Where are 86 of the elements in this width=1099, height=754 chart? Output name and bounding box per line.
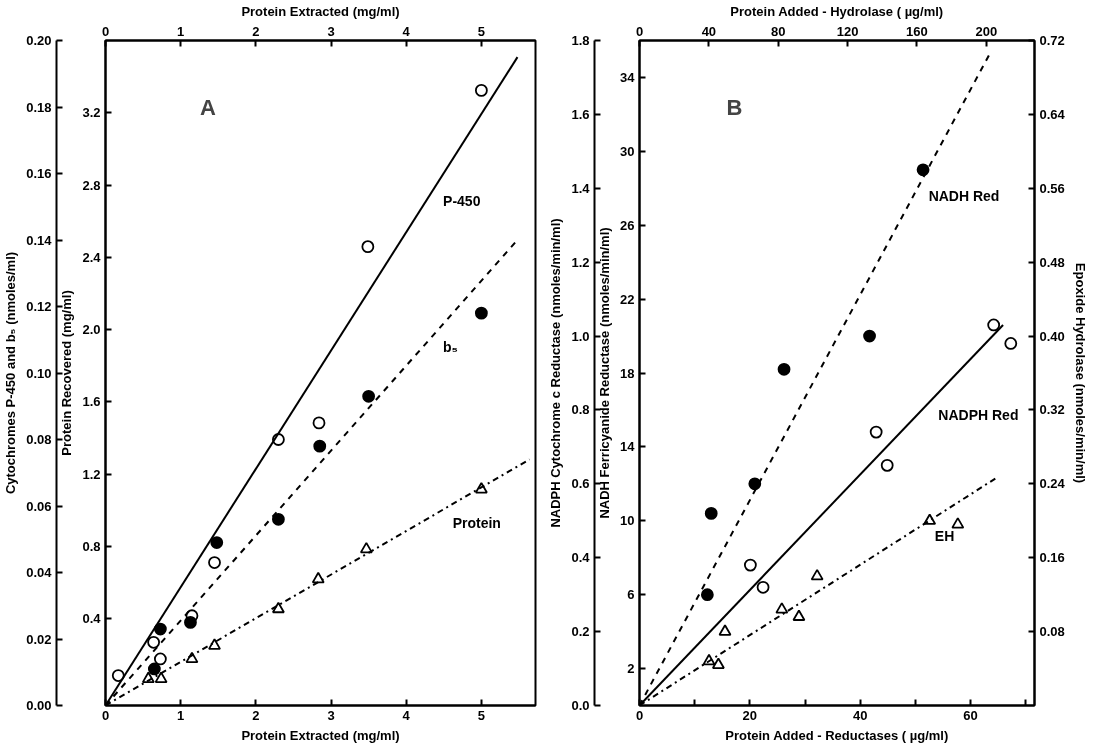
y2-tick-label: 2.8 [82,177,101,193]
y-axis-title: Cytochromes P-450 and b₅ (nmoles/ml) [3,251,19,495]
y-tick-label: 0.4 [571,550,591,566]
y-tick-label: 0.8 [571,402,590,418]
y2-tick-label: 1.6 [82,394,101,410]
y-tick-label: 0.04 [26,565,53,580]
y2-tick-label: 0.4 [82,611,102,627]
y-tick-label: 0.10 [26,365,52,381]
x2-tick-label: 2 [252,23,260,39]
y2-tick-label: 26 [620,217,635,233]
x2-axis-title: Protein Extracted (mg/ml) [241,3,400,19]
series-label: EH [934,528,955,545]
x2-tick-label: 0 [635,23,644,39]
x-axis-title: Protein Added - Reductases ( µg/ml) [725,727,949,743]
x-tick-label: 4 [402,707,411,723]
y-tick-label: 0.02 [26,631,52,647]
series-label: b₅ [443,339,459,356]
y2-tick-label: 10 [620,513,635,529]
y-tick-label: 0.00 [26,698,52,713]
x2-tick-label: 200 [975,23,998,39]
y-tick-label: 1.8 [571,33,590,48]
x2-axis-title: Protein Added - Hydrolase ( µg/ml) [730,3,944,19]
y2-tick-label: 34 [620,69,636,85]
y-axis-title: NADPH Cytochrome c Reductase (nmoles/min/ml) [548,218,564,528]
series-label: NADPH Red [938,407,1019,424]
x-tick-label: 40 [852,707,868,723]
y2-tick-label: 2.0 [82,322,101,338]
y2-tick-label: 18 [620,365,635,381]
y2-axis-title: NADH Ferricyanide Reductase (nmoles/min/ml) [597,227,613,519]
y-tick-label: 0.20 [26,33,52,48]
x2-tick-label: 4 [402,23,411,39]
x-tick-label: 20 [742,707,758,723]
y-tick-label: 0.06 [26,498,52,514]
annotation: B [726,95,743,121]
x-tick-label: 0 [101,707,110,723]
y3-tick-label: 0.40 [1039,328,1065,344]
y3-tick-label: 0.16 [1039,550,1065,566]
x2-tick-label: 160 [906,23,928,39]
y3-tick-label: 0.48 [1039,254,1065,270]
series-label: P-450 [443,192,481,209]
y3-tick-label: 0.64 [1039,106,1066,122]
y3-tick-label: 0.56 [1039,180,1065,196]
y2-tick-label: 2 [627,661,635,677]
y2-tick-label: 14 [620,439,636,455]
y-tick-label: 0.18 [26,99,52,115]
y-tick-label: 0.12 [26,299,52,314]
y2-axis-title: Protein Recovered (mg/ml) [59,290,75,456]
y-tick-label: 1.6 [571,106,590,122]
series-label: Protein [452,514,501,531]
y2-tick-label: 30 [620,143,635,159]
x-tick-label: 3 [327,707,335,723]
x-tick-label: 1 [177,707,185,723]
y-tick-label: 0.6 [571,476,590,492]
x2-tick-label: 3 [327,23,335,39]
y-tick-label: 1.2 [571,254,590,270]
y2-tick-label: 6 [627,587,635,603]
y3-tick-label: 0.72 [1039,33,1065,48]
x2-tick-label: 120 [836,23,859,39]
y-tick-label: 1.4 [571,180,591,196]
x2-tick-label: 80 [770,23,786,39]
y3-tick-label: 0.24 [1039,476,1066,492]
x-tick-label: 0 [635,707,644,723]
x-tick-label: 60 [963,707,978,723]
y2-tick-label: 1.2 [82,466,101,482]
y2-tick-label: 0.8 [82,538,101,554]
y-tick-label: 1.0 [571,328,590,344]
y-tick-label: 0.08 [26,432,52,447]
y3-tick-label: 0.32 [1039,402,1065,418]
x2-tick-label: 1 [177,23,185,39]
x2-tick-label: 40 [701,23,717,39]
x-axis-title: Protein Extracted (mg/ml) [241,727,400,743]
y-tick-label: 0.0 [571,698,590,713]
y-tick-label: 0.14 [26,232,53,248]
y3-tick-label: 0.08 [1039,624,1065,640]
y-tick-label: 0.16 [26,166,52,181]
x2-tick-label: 0 [101,23,110,39]
x-tick-label: 2 [252,707,260,723]
x2-tick-label: 5 [477,23,485,39]
y2-tick-label: 3.2 [82,105,101,121]
series-label: NADH Red [928,188,1000,205]
y2-tick-label: 2.4 [82,249,102,265]
y2-tick-label: 22 [620,291,635,307]
x-tick-label: 5 [477,707,485,723]
annotation: A [200,95,217,121]
y3-axis-title: Epoxide Hydrolase (nmoles/min/ml) [1072,262,1088,484]
y-tick-label: 0.2 [571,624,590,640]
